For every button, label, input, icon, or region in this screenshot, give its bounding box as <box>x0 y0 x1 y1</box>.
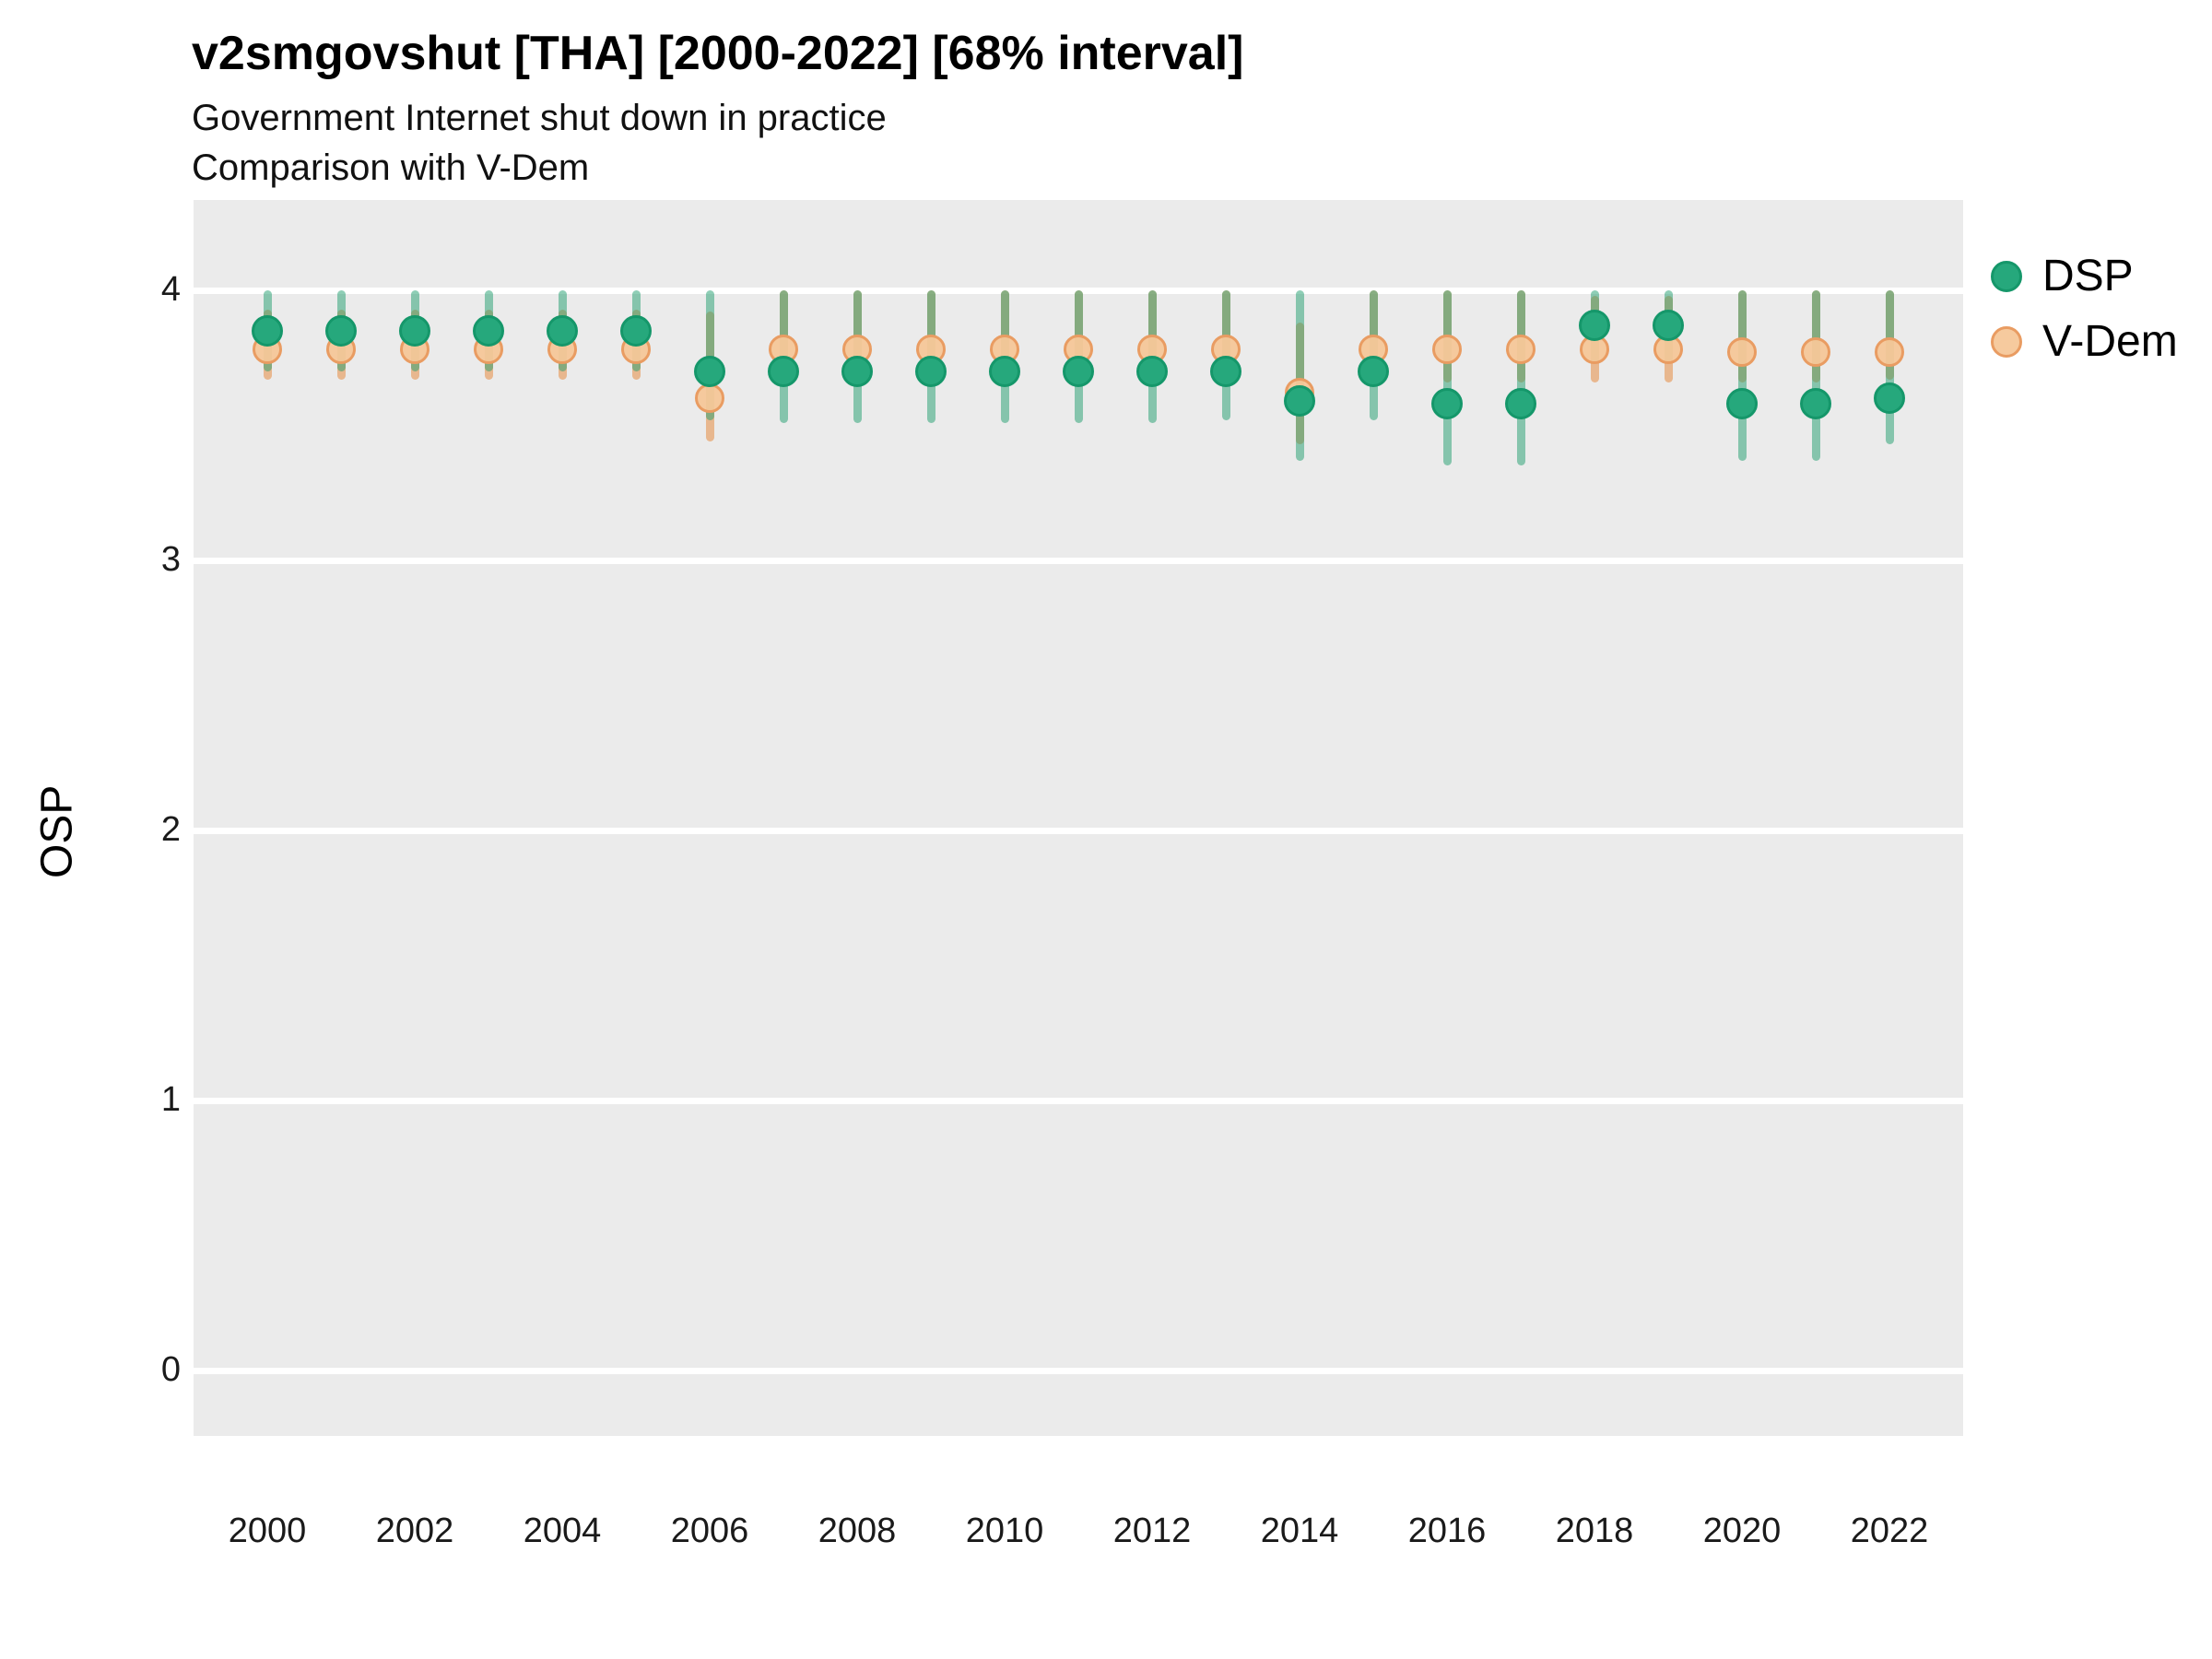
point-dsp-2012 <box>1136 355 1168 387</box>
x-tick-label-2022: 2022 <box>1850 1512 1929 1550</box>
chart-subtitle-line1: Government Internet shut down in practic… <box>192 98 887 138</box>
x-tick-label-2020: 2020 <box>1702 1512 1782 1550</box>
chart-subtitle-line2: Comparison with V-Dem <box>192 147 590 188</box>
point-vdem-2020 <box>1727 337 1757 368</box>
point-dsp-2013 <box>1210 355 1241 387</box>
point-dsp-2014 <box>1284 385 1315 418</box>
gridline-y-2 <box>194 827 1963 834</box>
x-tick-label-2004: 2004 <box>523 1512 602 1550</box>
y-tick-label-2: 2 <box>160 810 181 849</box>
x-tick-label-2006: 2006 <box>670 1512 749 1550</box>
point-dsp-2001 <box>325 314 357 347</box>
point-dsp-2017 <box>1505 388 1536 420</box>
y-tick-label-1: 1 <box>160 1080 181 1119</box>
x-tick-label-2016: 2016 <box>1407 1512 1487 1550</box>
x-tick-label-2018: 2018 <box>1555 1512 1634 1550</box>
x-tick-label-2014: 2014 <box>1260 1512 1339 1550</box>
errorbar-dsp-2014 <box>1295 290 1304 461</box>
errorbar-dsp-2022 <box>1885 290 1894 444</box>
gridline-y-3 <box>194 557 1963 564</box>
point-dsp-2021 <box>1800 388 1831 420</box>
legend-entry-dsp: DSP <box>1991 251 2178 301</box>
point-vdem-2021 <box>1801 337 1830 368</box>
x-tick-label-2000: 2000 <box>228 1512 307 1550</box>
legend-label-vdem: V-Dem <box>2042 317 2178 366</box>
point-vdem-2016 <box>1432 335 1462 365</box>
y-axis-title: OSP <box>32 784 82 878</box>
point-dsp-2004 <box>547 314 578 347</box>
legend-label-dsp: DSP <box>2042 252 2134 300</box>
point-dsp-2011 <box>1063 355 1094 387</box>
point-dsp-2006 <box>694 355 725 387</box>
point-vdem-2022 <box>1875 337 1904 368</box>
legend: DSP V-Dem <box>1991 251 2178 367</box>
point-dsp-2020 <box>1726 388 1758 420</box>
x-tick-label-2010: 2010 <box>965 1512 1044 1550</box>
point-dsp-2022 <box>1874 382 1905 415</box>
x-tick-label-2002: 2002 <box>375 1512 454 1550</box>
point-dsp-2000 <box>252 314 283 347</box>
vdem-legend-swatch-icon <box>1991 325 2022 358</box>
gridline-y-1 <box>194 1097 1963 1104</box>
gridline-y-0 <box>194 1367 1963 1374</box>
point-dsp-2009 <box>915 355 947 387</box>
point-dsp-2002 <box>399 314 430 347</box>
errorbar-dsp-2017 <box>1516 290 1525 466</box>
x-tick-label-2012: 2012 <box>1112 1512 1192 1550</box>
errorbar-dsp-2016 <box>1442 290 1452 466</box>
dsp-legend-swatch-icon <box>1991 260 2022 292</box>
point-dsp-2016 <box>1431 388 1463 420</box>
point-dsp-2019 <box>1653 310 1684 342</box>
legend-entry-vdem: V-Dem <box>1991 316 2178 367</box>
point-dsp-2010 <box>989 355 1020 387</box>
point-dsp-2008 <box>841 355 873 387</box>
point-dsp-2003 <box>473 314 504 347</box>
x-tick-label-2008: 2008 <box>818 1512 897 1550</box>
point-dsp-2007 <box>768 355 799 387</box>
errorbar-dsp-2020 <box>1737 290 1747 461</box>
y-tick-label-0: 0 <box>160 1350 181 1389</box>
point-vdem-2017 <box>1506 335 1535 365</box>
point-vdem-2006 <box>695 383 724 414</box>
errorbar-dsp-2006 <box>705 290 714 420</box>
y-tick-label-3: 3 <box>160 540 181 579</box>
point-dsp-2015 <box>1358 355 1389 387</box>
point-dsp-2018 <box>1579 310 1610 342</box>
chart-title: v2smgovshut [THA] [2000-2022] [68% inter… <box>192 27 1244 80</box>
point-dsp-2005 <box>620 314 652 347</box>
y-tick-label-4: 4 <box>160 270 181 309</box>
errorbar-dsp-2021 <box>1811 290 1820 461</box>
